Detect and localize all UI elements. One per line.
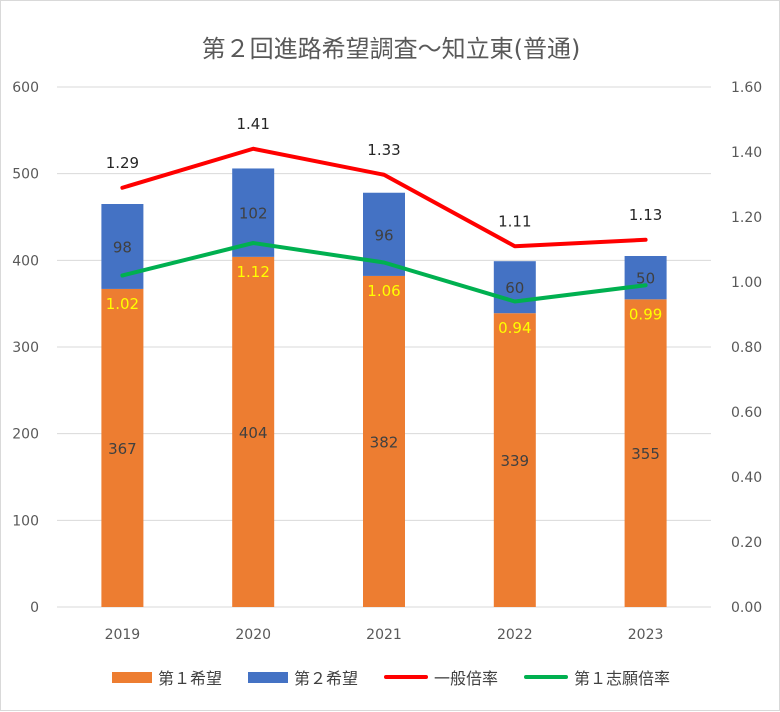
data-label-second-choice: 60 — [505, 279, 524, 297]
legend-label-second-choice: 第２希望 — [293, 669, 358, 688]
data-label-second-choice: 50 — [636, 270, 655, 288]
y-left-tick-label: 600 — [12, 80, 39, 96]
data-label-general-ratio: 1.41 — [236, 115, 269, 133]
x-tick-label: 2023 — [628, 627, 664, 643]
data-label-general-ratio: 1.29 — [106, 154, 139, 172]
y-left-tick-label: 100 — [12, 513, 39, 529]
data-label-first-ratio: 0.94 — [498, 319, 531, 337]
y-right-tick-label: 0.80 — [731, 340, 762, 356]
line-first-ratio — [120, 241, 648, 304]
chart-title: 第２回進路希望調査～知立東(普通) — [201, 35, 581, 63]
legend-label-general-ratio: 一般倍率 — [434, 669, 499, 688]
legend-swatch-first-choice — [111, 671, 152, 683]
legend-swatch-general-ratio — [384, 675, 428, 679]
bar-first-choice — [493, 313, 536, 607]
y-left-tick-label: 300 — [12, 340, 39, 356]
data-label-first-choice: 404 — [239, 424, 268, 442]
y-left-tick-label: 200 — [12, 427, 39, 443]
y-right-tick-label: 1.00 — [731, 275, 762, 291]
data-label-first-choice: 382 — [370, 433, 399, 451]
line-general-ratio — [120, 146, 648, 249]
bar-first-choice — [232, 256, 275, 607]
data-label-second-choice: 102 — [239, 205, 268, 223]
legend-item-first-choice: 第１希望 — [111, 665, 222, 689]
x-tick-label: 2021 — [366, 627, 402, 643]
data-label-general-ratio: 1.11 — [498, 212, 531, 230]
data-label-first-ratio: 1.02 — [106, 295, 139, 313]
y-left-tick-label: 0 — [30, 600, 39, 616]
legend-swatch-first-ratio — [524, 675, 569, 679]
data-label-first-ratio: 1.06 — [367, 282, 400, 300]
data-label-second-choice: 98 — [113, 238, 132, 256]
legend-label-first-ratio: 第１志願倍率 — [574, 669, 671, 688]
x-tick-label: 2019 — [105, 627, 141, 643]
bar-first-choice — [101, 288, 144, 607]
data-label-first-choice: 367 — [108, 440, 137, 458]
bar-second-choice — [624, 256, 667, 300]
data-label-first-ratio: 0.99 — [629, 305, 662, 323]
y-right-tick-label: 0.20 — [731, 535, 762, 551]
y-right-tick-label: 1.60 — [731, 80, 762, 96]
data-label-general-ratio: 1.33 — [367, 141, 400, 159]
y-left-tick-label: 500 — [12, 167, 39, 183]
y-right-tick-label: 0.40 — [731, 470, 762, 486]
y-left-tick-label: 400 — [12, 253, 39, 269]
x-tick-label: 2020 — [235, 627, 271, 643]
data-label-first-ratio: 1.12 — [236, 263, 269, 281]
x-tick-label: 2022 — [497, 627, 533, 643]
chart-legend: 第１希望 第２希望 一般倍率 第１志願倍率 — [1, 665, 780, 689]
data-label-general-ratio: 1.13 — [629, 206, 662, 224]
data-label-first-choice: 339 — [500, 452, 529, 470]
legend-item-first-ratio: 第１志願倍率 — [524, 665, 670, 689]
legend-item-general-ratio: 一般倍率 — [384, 665, 498, 689]
y-right-tick-label: 1.20 — [731, 210, 762, 226]
legend-item-second-choice: 第２希望 — [247, 665, 358, 689]
bar-first-choice — [363, 275, 405, 607]
data-label-first-choice: 355 — [631, 445, 660, 463]
bar-first-choice — [624, 299, 667, 607]
y-right-tick-label: 1.40 — [731, 145, 762, 161]
y-right-tick-label: 0.00 — [731, 600, 762, 616]
legend-label-first-choice: 第１希望 — [157, 669, 222, 688]
bar-second-choice — [493, 261, 536, 314]
y-right-tick-label: 0.60 — [731, 405, 762, 421]
data-label-second-choice: 96 — [374, 226, 393, 244]
legend-swatch-second-choice — [247, 671, 288, 683]
